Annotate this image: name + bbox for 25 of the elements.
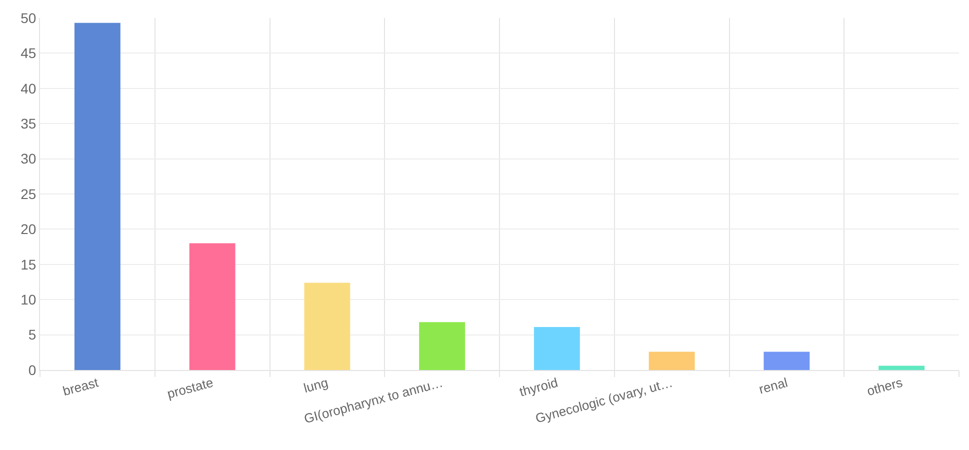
bar — [878, 366, 925, 370]
y-tick-label: 50 — [20, 10, 36, 26]
y-tick-label: 45 — [20, 45, 36, 62]
x-tick-label: thyroid — [518, 374, 560, 400]
y-tick-label: 5 — [28, 326, 36, 343]
y-tick-label: 0 — [28, 362, 36, 378]
y-tick-label: 25 — [20, 186, 36, 202]
x-tick-label: renal — [757, 374, 790, 397]
bar — [189, 243, 236, 370]
bar — [648, 352, 695, 370]
x-tick-label: breast — [61, 374, 100, 399]
bar — [534, 327, 580, 370]
x-tick-label: others — [865, 374, 904, 399]
y-tick-label: 30 — [20, 150, 36, 167]
x-tick-label: lung — [302, 374, 330, 396]
bar — [419, 322, 466, 370]
y-tick-label: 15 — [20, 256, 36, 272]
bar — [304, 282, 350, 370]
bar — [74, 22, 120, 370]
y-tick-label: 10 — [20, 292, 36, 308]
y-tick-label: 40 — [20, 80, 36, 96]
y-tick-label: 35 — [20, 116, 36, 132]
x-tick-label: prostate — [166, 374, 215, 402]
bar — [764, 352, 810, 370]
y-tick-label: 20 — [20, 221, 36, 238]
